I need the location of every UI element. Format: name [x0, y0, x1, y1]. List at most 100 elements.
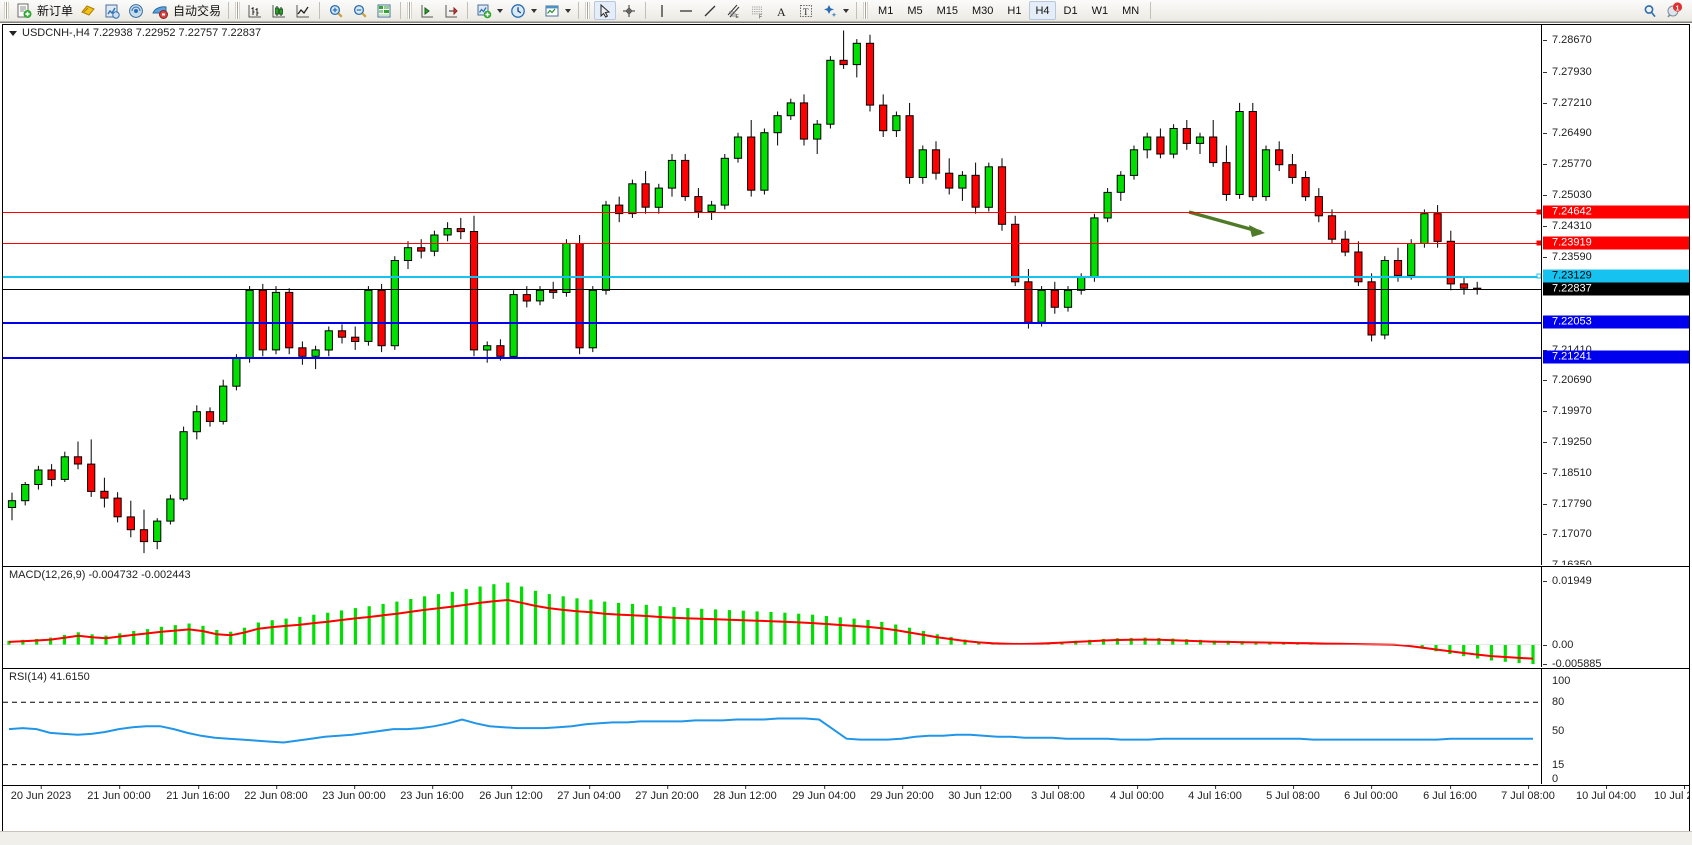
toolbar-divider [467, 2, 469, 19]
fibonacci-icon[interactable]: F [747, 1, 769, 20]
macd-series [3, 582, 1541, 665]
equidistant-channel-icon[interactable]: E [723, 1, 745, 20]
support-level-1-tag[interactable]: 7.22053 [1543, 315, 1689, 329]
new-order-icon[interactable] [13, 1, 35, 20]
svg-text:A: A [777, 5, 786, 19]
resistance-line-1[interactable] [3, 211, 1541, 213]
candlestick-series [7, 30, 1482, 554]
bid-line-handle[interactable] [1536, 273, 1541, 279]
time-tick: 21 Jun 00:00 [87, 786, 151, 802]
period-dropdown-icon[interactable] [531, 8, 538, 13]
macd-pane[interactable]: MACD(12,26,9) -0.004732 -0.002443 0.0194… [3, 566, 1689, 667]
rsi-axis[interactable]: 100 80 50 15 0 [1541, 669, 1689, 784]
timeframe-w1[interactable]: W1 [1091, 4, 1109, 17]
price-tick: 7.27210 [1543, 96, 1592, 109]
add-indicator-icon[interactable] [473, 1, 495, 20]
chart-type-grip[interactable] [235, 2, 241, 19]
timeframe-m1[interactable]: M1 [878, 4, 894, 17]
templates-icon[interactable] [541, 1, 563, 20]
period-icon[interactable] [507, 1, 529, 20]
support-level-2-tag[interactable]: 7.21241 [1543, 350, 1689, 364]
svg-text:F: F [759, 14, 762, 19]
auto-trading-label[interactable]: 自动交易 [173, 4, 222, 18]
horizontal-line-icon[interactable] [675, 1, 697, 20]
indicators-icon[interactable] [101, 1, 123, 20]
time-tick: 22 Jun 08:00 [244, 786, 308, 802]
support-line-1[interactable] [3, 322, 1541, 325]
svg-text:1: 1 [1676, 5, 1680, 12]
main-toolbar: 新订单 自动交易 [0, 0, 1692, 22]
search-icon[interactable] [1639, 1, 1661, 20]
chart-title: USDCNH-,H4 7.22938 7.22952 7.22757 7.228… [22, 27, 262, 39]
data-window-icon[interactable] [373, 1, 395, 20]
bid-price-level-tag[interactable]: 7.23129 [1543, 269, 1689, 283]
time-tick: 29 Jun 04:00 [792, 786, 856, 802]
zoom-in-icon[interactable] [325, 1, 347, 20]
bar-chart-icon[interactable] [244, 1, 266, 20]
time-tick: 23 Jun 16:00 [400, 786, 464, 802]
time-tick: 4 Jul 16:00 [1188, 786, 1242, 802]
rsi-tick: 80 [1552, 696, 1565, 709]
price-pane[interactable]: USDCNH-,H4 7.22938 7.22952 7.22757 7.228… [3, 25, 1689, 565]
resistance-line-2[interactable] [3, 242, 1541, 244]
price-tick: 7.19250 [1543, 435, 1592, 448]
resistance-line-1-handle[interactable] [1536, 209, 1541, 215]
time-tick: 21 Jun 16:00 [166, 786, 230, 802]
time-tick: 20 Jun 2023 [10, 786, 72, 802]
alerts-icon[interactable]: 1 [1663, 1, 1686, 20]
rsi-tick: 100 [1552, 675, 1571, 687]
vertical-line-icon[interactable] [651, 1, 673, 20]
rsi-tick: 0 [1552, 773, 1559, 784]
add-indicator-dropdown-icon[interactable] [497, 8, 504, 13]
last-price-line[interactable] [3, 288, 1541, 290]
text-box-icon[interactable]: T [795, 1, 817, 20]
timeframe-h4[interactable]: H4 [1029, 1, 1056, 20]
templates-dropdown-icon[interactable] [565, 8, 572, 13]
macd-plot-area[interactable] [3, 567, 1541, 667]
objects-dropdown-icon[interactable] [843, 8, 850, 13]
resistance-level-2-tag[interactable]: 7.23919 [1543, 236, 1689, 250]
tools-grip[interactable] [585, 2, 591, 19]
rsi-tick: 50 [1552, 725, 1565, 737]
timeframe-mn[interactable]: MN [1122, 4, 1140, 17]
cursor-icon[interactable] [594, 1, 617, 20]
rsi-pane[interactable]: RSI(14) 41.6150 100 80 50 15 0 [3, 668, 1689, 784]
scroll-grip[interactable] [407, 2, 413, 19]
time-tick: 28 Jun 12:00 [713, 786, 777, 802]
timeframe-m30[interactable]: M30 [972, 4, 994, 17]
macd-axis[interactable]: 0.01949 0.00 -0.005885 [1541, 567, 1689, 667]
objects-icon[interactable] [819, 1, 841, 20]
timeframe-grip[interactable] [863, 2, 869, 19]
time-tick: 10 Jul 04:00 [1576, 786, 1636, 802]
support-line-2[interactable] [3, 356, 1541, 359]
toolbar-grip[interactable] [4, 2, 9, 19]
auto-scroll-icon[interactable] [416, 1, 438, 20]
svg-text:E: E [736, 14, 740, 19]
timeframe-m5[interactable]: M5 [907, 4, 923, 17]
timeframe-m15[interactable]: M15 [936, 4, 958, 17]
expert-advisor-icon[interactable] [77, 1, 99, 20]
new-order-label[interactable]: 新订单 [37, 4, 74, 18]
price-tick: 7.25770 [1543, 157, 1592, 170]
chart-shift-icon[interactable] [440, 1, 462, 20]
crosshair-icon[interactable] [618, 1, 640, 20]
signals-icon[interactable] [125, 1, 147, 20]
price-plot-area[interactable] [3, 25, 1541, 565]
resistance-line-2-handle[interactable] [1536, 240, 1541, 246]
line-chart-icon[interactable] [292, 1, 314, 20]
last-price-level-tag[interactable]: 7.22837 [1543, 282, 1689, 296]
text-label-icon[interactable]: A [771, 1, 793, 20]
rsi-plot-area[interactable] [3, 669, 1541, 784]
time-tick: 5 Jul 08:00 [1266, 786, 1320, 802]
chart-collapse-icon[interactable] [9, 30, 17, 36]
resistance-level-1-tag[interactable]: 7.24642 [1543, 205, 1689, 219]
timeframe-d1[interactable]: D1 [1063, 4, 1078, 17]
time-axis[interactable]: 20 Jun 2023 21 Jun 00:00 21 Jun 16:00 22 Ju… [3, 785, 1689, 821]
timeframe-h1[interactable]: H1 [1007, 4, 1022, 17]
zoom-out-icon[interactable] [349, 1, 371, 20]
price-axis[interactable]: 7.28670 7.27930 7.27210 7.26490 7.25770 7.250… [1541, 25, 1689, 565]
trend-line-icon[interactable] [699, 1, 721, 20]
candlestick-chart-icon[interactable] [268, 1, 290, 20]
strategy-tester-icon[interactable] [149, 1, 171, 20]
bid-line[interactable] [3, 276, 1541, 279]
